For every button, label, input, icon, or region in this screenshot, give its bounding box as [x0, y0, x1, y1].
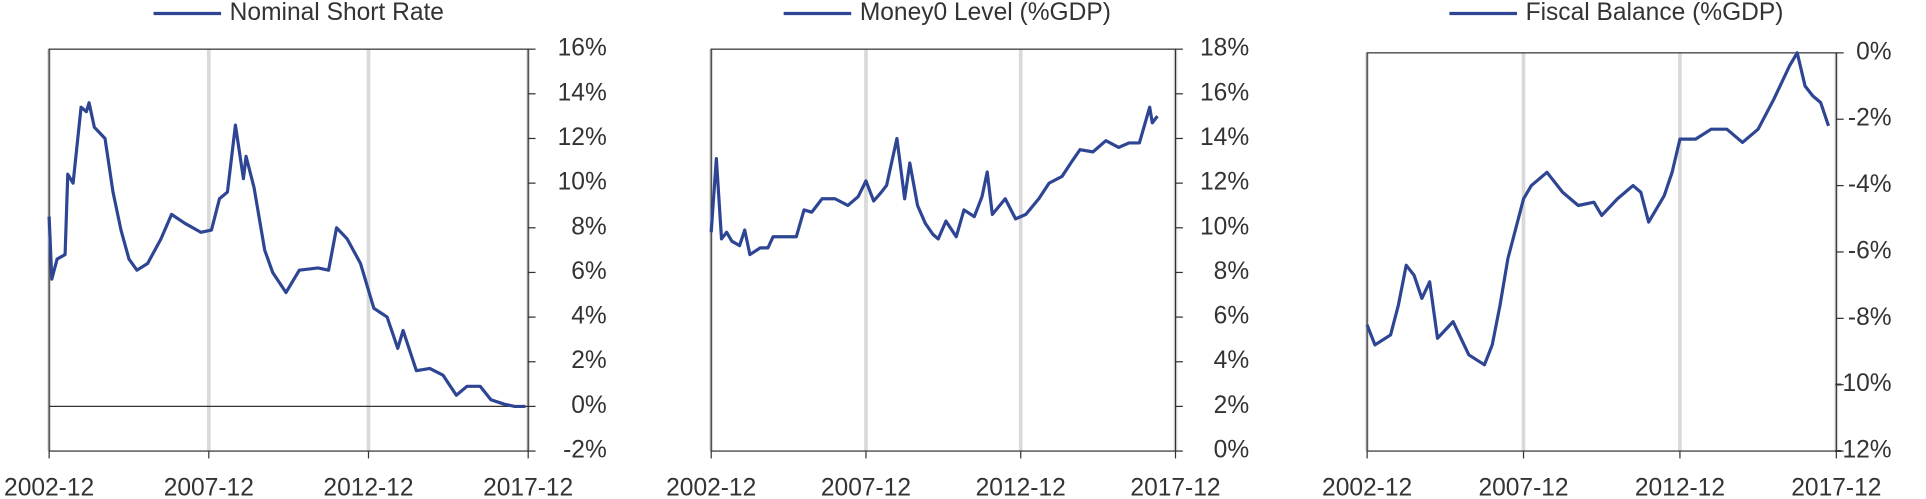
y-tick-label: 18%: [1200, 35, 1249, 62]
y-tick-label: 2%: [1214, 392, 1250, 419]
data-line: [1365, 51, 1831, 367]
x-tick-label: 2002-12: [666, 475, 756, 499]
y-tick-label: 16%: [558, 35, 607, 62]
y-tick-label: -4%: [1848, 171, 1892, 198]
plot-frame: [710, 48, 1177, 452]
legend-label: Fiscal Balance (%GDP): [1526, 0, 1784, 26]
legend-label: Nominal Short Rate: [230, 0, 444, 26]
y-tick-label: 14%: [558, 79, 607, 106]
x-tick-label: 2012-12: [976, 475, 1066, 499]
y-tick-label: 0%: [571, 392, 607, 419]
y-tick-label: 6%: [571, 258, 607, 285]
data-line: [709, 105, 1159, 257]
y-tick-label: 12%: [558, 124, 607, 151]
x-tick-label: 2017-12: [483, 475, 573, 499]
x-tick-label: 2007-12: [1478, 475, 1568, 499]
plot-frame: [48, 48, 529, 452]
y-tick-label: 4%: [1214, 347, 1250, 374]
y-tick-label: 6%: [1214, 303, 1250, 330]
x-tick-label: 2007-12: [164, 475, 254, 499]
y-tick-label: 10%: [558, 169, 607, 196]
y-tick-label: -12%: [1834, 437, 1891, 464]
plot-frame: [1366, 52, 1837, 452]
y-tick-label: 8%: [1214, 258, 1250, 285]
y-tick-label: 8%: [571, 213, 607, 240]
y-tick-label: 12%: [1200, 169, 1249, 196]
y-tick-label: 16%: [1200, 79, 1249, 106]
y-tick-label: -2%: [563, 437, 607, 464]
y-tick-label: -6%: [1848, 237, 1892, 264]
y-tick-label: -8%: [1848, 304, 1892, 331]
y-tick-label: -10%: [1834, 370, 1891, 397]
x-tick-label: 2012-12: [1635, 475, 1725, 499]
x-tick-label: 2002-12: [1322, 475, 1412, 499]
data-line: [47, 101, 526, 409]
x-tick-label: 2012-12: [323, 475, 413, 499]
y-tick-label: 0%: [1214, 437, 1250, 464]
y-tick-label: 14%: [1200, 124, 1249, 151]
y-tick-label: -2%: [1848, 105, 1892, 132]
x-tick-label: 2002-12: [4, 475, 94, 499]
x-tick-label: 2017-12: [1791, 475, 1881, 499]
x-tick-label: 2017-12: [1130, 475, 1220, 499]
y-tick-label: 10%: [1200, 213, 1249, 240]
x-tick-label: 2007-12: [821, 475, 911, 499]
y-tick-label: 4%: [571, 303, 607, 330]
y-tick-label: 0%: [1856, 38, 1892, 65]
legend-label: Money0 Level (%GDP): [860, 0, 1111, 26]
y-tick-label: 2%: [571, 347, 607, 374]
